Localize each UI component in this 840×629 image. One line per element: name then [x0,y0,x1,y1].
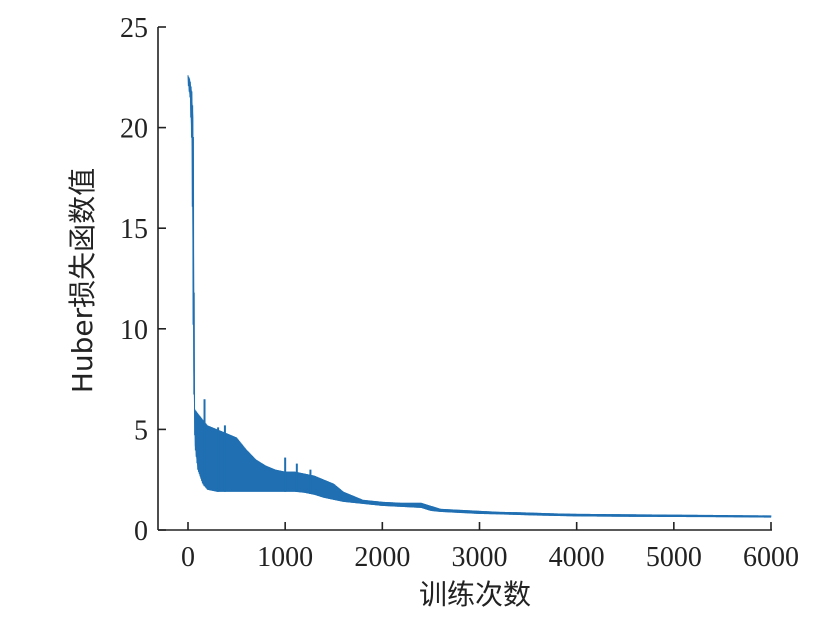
series-group [187,75,772,518]
y-axis-title: Huber损失函数值 [66,168,99,393]
y-tick-label: 10 [120,315,148,346]
y-tick-label: 0 [134,516,148,547]
x-tick-label: 0 [181,542,195,573]
y-tick-label: 5 [134,415,148,446]
series-line [187,75,772,518]
y-tick-label: 20 [120,114,148,145]
x-axis-title: 训练次数 [419,578,531,611]
y-ticks-group: 0 5 10 15 20 25 [120,13,166,547]
y-tick-label: 15 [120,214,148,245]
y-tick-label: 25 [120,13,148,44]
x-tick-label: 5000 [646,542,702,573]
x-tick-label: 4000 [549,542,605,573]
x-ticks-group: 0 1000 2000 3000 4000 5000 6000 [181,522,799,573]
x-tick-label: 3000 [452,542,508,573]
x-tick-label: 2000 [354,542,410,573]
x-tick-label: 1000 [257,542,313,573]
x-tick-label: 6000 [743,542,799,573]
series-band [188,75,771,518]
